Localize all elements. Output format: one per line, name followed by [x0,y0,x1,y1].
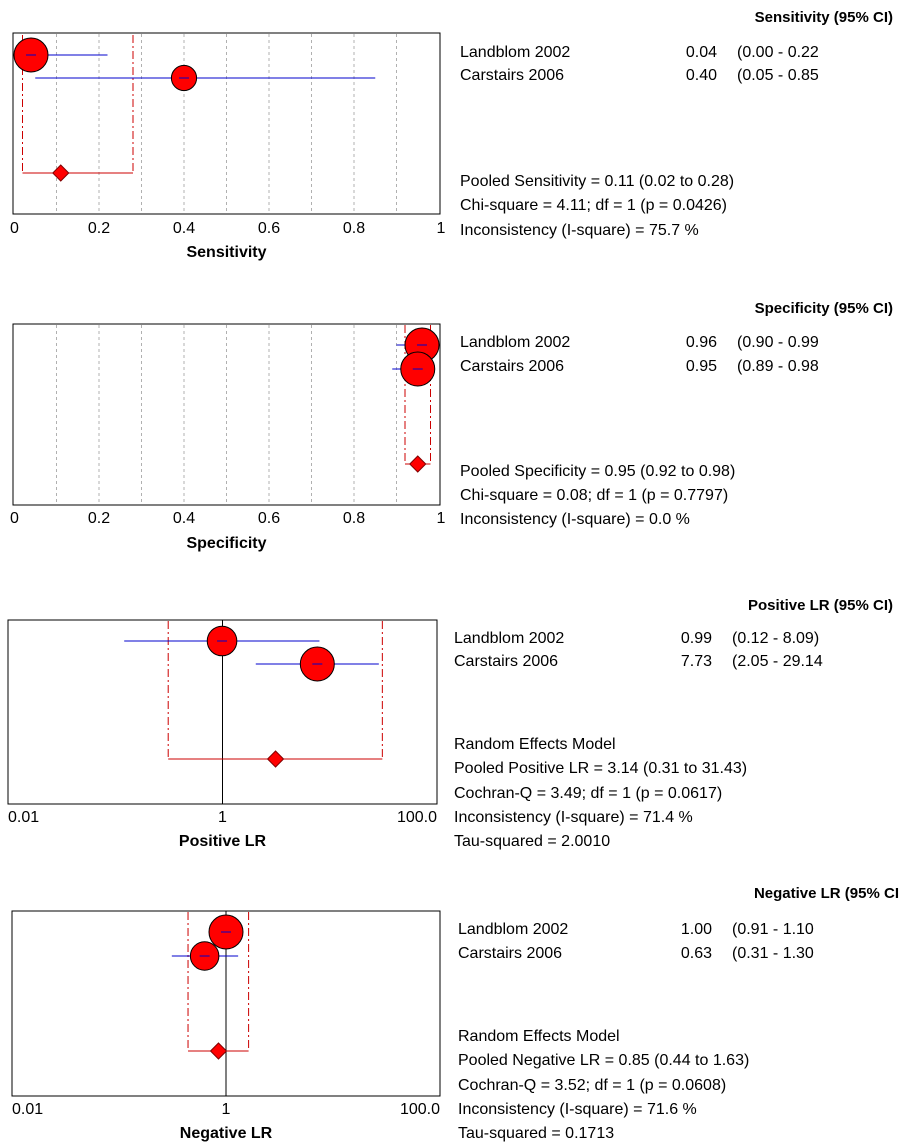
summary-line: Inconsistency (I-square) = 71.6 % [458,1101,697,1118]
tick-label: 1 [218,809,227,826]
axis-label: Sensitivity [186,244,266,261]
column-header: Positive LR (95% CI) [748,597,893,614]
study-ci: (0.90 - 0.99 [737,334,819,351]
summary-line: Tau-squared = 0.1713 [458,1125,614,1142]
study-ci: (2.05 - 29.14 [732,653,823,670]
summary-line: Chi-square = 0.08; df = 1 (p = 0.7797) [460,487,728,504]
tick-label: 0.6 [258,510,280,527]
summary-line: Pooled Negative LR = 0.85 (0.44 to 1.63) [458,1052,749,1069]
tick-label: 0.6 [258,220,280,237]
tick-label: 0.01 [8,809,39,826]
summary-line: Random Effects Model [454,736,616,753]
study-name: Carstairs 2006 [454,653,558,670]
study-value: 0.40 [686,67,717,84]
column-header: Specificity (95% CI) [755,300,893,317]
study-value: 0.63 [681,945,712,962]
tick-label: 1 [437,510,446,527]
tick-label: 0 [10,220,19,237]
tick-label: 1 [222,1101,231,1118]
tick-label: 0.8 [343,510,365,527]
study-name: Landblom 2002 [460,44,570,61]
column-header: Sensitivity (95% CI) [755,9,893,26]
summary-line: Inconsistency (I-square) = 75.7 % [460,222,699,239]
forest-panel-sensitivity: 0 0.2 0.4 0.6 0.8 1 Sensitivity Sensitivity (95… [10,9,893,261]
summary-line: Cochran-Q = 3.49; df = 1 (p = 0.0617) [454,785,722,802]
axis-label: Positive LR [179,833,267,850]
forest-panel-specificity: 0 0.2 0.4 0.6 0.8 1 Specificity Specificity (95… [10,300,893,552]
pooled-diamond [52,164,70,182]
tick-label: 0.01 [12,1101,43,1118]
tick-label: 0.8 [343,220,365,237]
study-ci: (0.91 - 1.10 [732,921,814,938]
study-ci: (0.12 - 8.09) [732,630,819,647]
tick-label: 100.0 [400,1101,440,1118]
study-name: Carstairs 2006 [460,358,564,375]
study-name: Carstairs 2006 [458,945,562,962]
study-ci: (0.05 - 0.85 [737,67,819,84]
summary-line: Pooled Sensitivity = 0.11 (0.02 to 0.28) [460,173,734,190]
axis-label: Negative LR [180,1125,273,1142]
tick-label: 0.2 [88,220,110,237]
summary-line: Random Effects Model [458,1028,620,1045]
summary-line: Chi-square = 4.11; df = 1 (p = 0.0426) [460,197,727,214]
study-value: 7.73 [681,653,712,670]
study-value: 0.96 [686,334,717,351]
tick-label: 0.2 [88,510,110,527]
summary-line: Inconsistency (I-square) = 71.4 % [454,809,693,826]
pooled-diamond [209,1042,228,1060]
study-name: Landblom 2002 [458,921,568,938]
tick-label: 0 [10,510,19,527]
forest-panel-positive-lr: 0.01 1 100.0 Positive LR Positive LR (95% CI… [7,597,893,850]
plot-area [12,323,441,506]
study-name: Landblom 2002 [460,334,570,351]
summary-line: Tau-squared = 2.0010 [454,833,610,850]
tick-label: 1 [437,220,446,237]
study-value: 0.99 [681,630,712,647]
study-name: Carstairs 2006 [460,67,564,84]
forest-panel-negative-lr: 0.01 1 100.0 Negative LR Negative LR (95% CI… [11,885,899,1142]
study-ci: (0.00 - 0.22 [737,44,819,61]
pooled-diamond [266,750,285,768]
study-name: Landblom 2002 [454,630,564,647]
study-ci: (0.31 - 1.30 [732,945,814,962]
tick-label: 0.4 [173,220,195,237]
pooled-diamond [409,455,427,473]
column-header: Negative LR (95% CI [754,885,899,902]
tick-label: 100.0 [397,809,437,826]
summary-line: Inconsistency (I-square) = 0.0 % [460,511,690,528]
study-value: 0.04 [686,44,717,61]
summary-line: Pooled Positive LR = 3.14 (0.31 to 31.43… [454,760,747,777]
study-value: 1.00 [681,921,712,938]
study-ci: (0.89 - 0.98 [737,358,819,375]
tick-label: 0.4 [173,510,195,527]
study-value: 0.95 [686,358,717,375]
plot-area [12,32,441,215]
summary-line: Cochran-Q = 3.52; df = 1 (p = 0.0608) [458,1077,726,1094]
summary-line: Pooled Specificity = 0.95 (0.92 to 0.98) [460,463,735,480]
axis-label: Specificity [186,535,266,552]
